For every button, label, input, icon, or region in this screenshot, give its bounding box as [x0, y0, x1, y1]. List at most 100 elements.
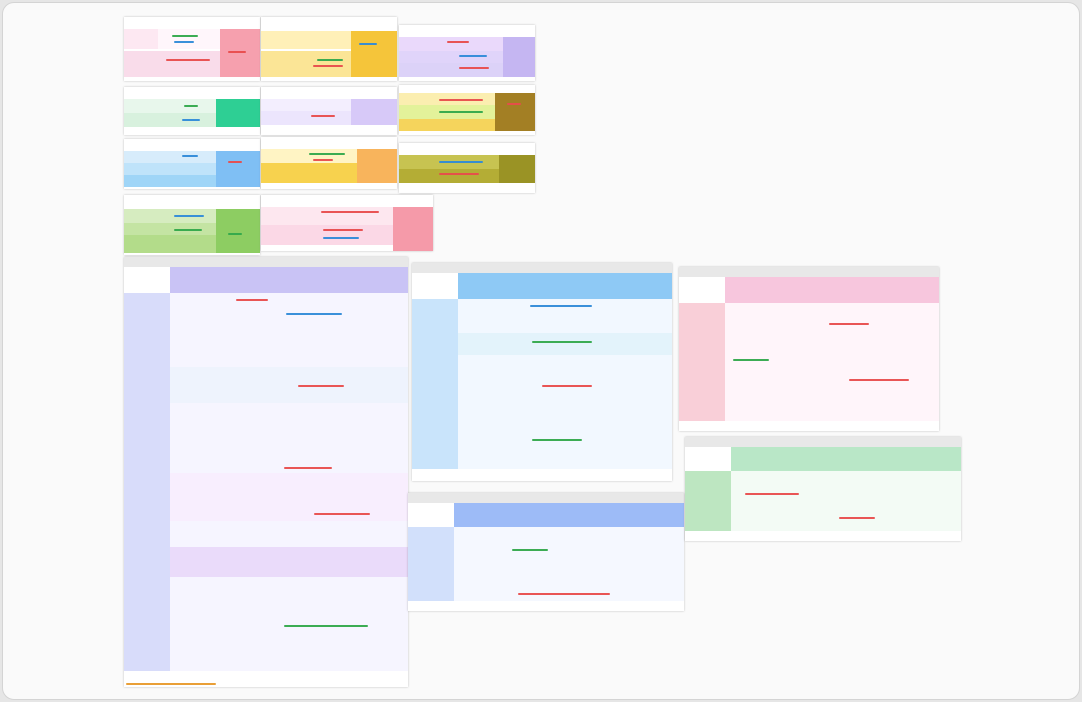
text-line: [228, 51, 246, 53]
node: [261, 111, 351, 125]
table-header: [725, 277, 939, 303]
table-title: [124, 257, 408, 267]
mindmap-panel: [399, 85, 535, 135]
text-line: [166, 59, 210, 61]
table-panel: [124, 257, 408, 687]
node: [124, 209, 216, 223]
text-line: [459, 55, 487, 57]
table-panel: [679, 267, 939, 431]
mindmap-panel: [399, 25, 535, 81]
node: [495, 93, 535, 131]
node: [351, 99, 397, 125]
node: [399, 37, 503, 51]
text-line: [184, 105, 198, 107]
text-line: [317, 59, 343, 61]
node: [399, 63, 503, 77]
text-line: [182, 155, 198, 157]
table-body: [458, 299, 672, 469]
text-line: [530, 305, 592, 307]
table-title: [685, 437, 961, 447]
text-line: [745, 493, 799, 495]
row-label-column: [412, 299, 458, 469]
node: [124, 223, 216, 235]
text-line: [314, 513, 370, 515]
text-line: [228, 161, 242, 163]
text-line: [439, 99, 483, 101]
text-line: [172, 35, 198, 37]
text-line: [313, 159, 333, 161]
text-line: [447, 41, 469, 43]
row-label-column: [408, 527, 454, 601]
node: [124, 51, 220, 77]
mindmap-panel: [124, 139, 260, 189]
text-line: [323, 229, 363, 231]
node: [216, 99, 260, 127]
mindmap-panel: [261, 137, 397, 189]
node: [216, 209, 260, 253]
table-panel: [685, 437, 961, 541]
node: [261, 51, 351, 77]
text-line: [313, 65, 343, 67]
text-line: [228, 233, 242, 235]
node: [124, 163, 216, 175]
mindmap-panel: [261, 195, 433, 251]
table-note: [126, 682, 216, 686]
text-line: [439, 173, 479, 175]
table-header: [170, 267, 408, 293]
node: [220, 29, 260, 77]
mindmap-panel: [261, 87, 397, 135]
table-header: [458, 273, 672, 299]
node: [357, 149, 397, 183]
node: [351, 31, 397, 77]
text-line: [439, 161, 483, 163]
table-body: [454, 527, 684, 601]
mindmap-panel: [124, 17, 260, 81]
text-line: [174, 229, 202, 231]
text-line: [359, 43, 377, 45]
node: [124, 151, 216, 163]
table-title: [679, 267, 939, 277]
node: [124, 235, 216, 253]
text-line: [298, 385, 344, 387]
text-line: [311, 115, 335, 117]
row-group: [170, 367, 408, 403]
table-title: [408, 493, 684, 503]
node: [158, 29, 220, 49]
row-group: [458, 333, 672, 355]
mindmap-panel: [124, 87, 260, 135]
node: [393, 207, 433, 251]
mindmap-panel: [124, 195, 260, 255]
text-line: [284, 467, 332, 469]
row-label-column: [679, 303, 725, 421]
node: [499, 155, 535, 183]
text-line: [512, 549, 548, 551]
node: [261, 149, 357, 163]
table-title: [412, 263, 672, 273]
row-label-column: [124, 293, 170, 671]
table-body: [731, 471, 961, 531]
text-line: [518, 593, 610, 595]
node: [261, 31, 351, 49]
row-group: [170, 473, 408, 521]
row-label-column: [685, 471, 731, 531]
table-panel: [408, 493, 684, 611]
node: [124, 175, 216, 187]
node: [124, 113, 216, 127]
text-line: [459, 67, 489, 69]
node: [261, 99, 351, 111]
text-line: [174, 41, 194, 43]
node: [399, 119, 495, 131]
text-line: [321, 211, 379, 213]
table-body: [725, 303, 939, 421]
text-line: [174, 215, 204, 217]
node: [124, 99, 216, 113]
mindmap-panel: [399, 143, 535, 193]
table-header: [454, 503, 684, 527]
text-line: [849, 379, 909, 381]
node: [503, 37, 535, 77]
node: [261, 207, 393, 225]
text-line: [323, 237, 359, 239]
node: [261, 225, 393, 245]
node: [261, 163, 357, 183]
